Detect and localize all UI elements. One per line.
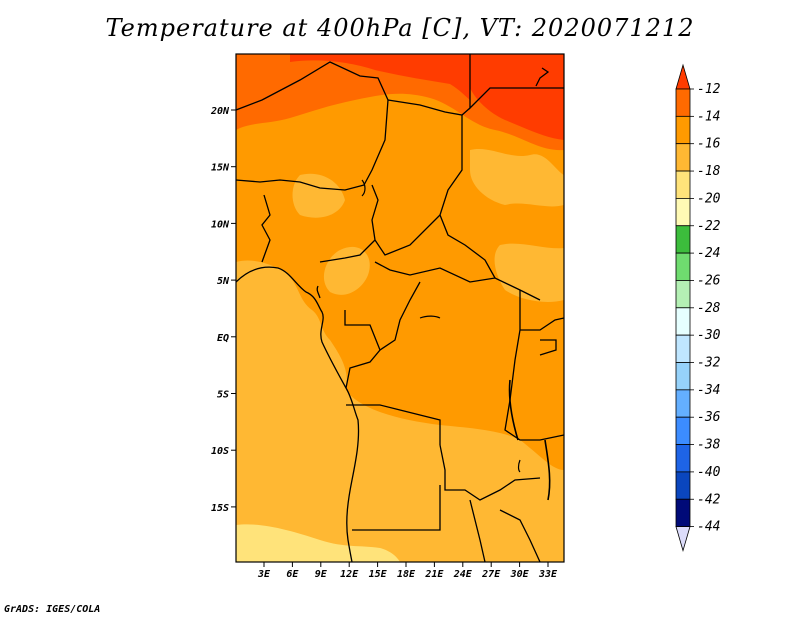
colorbar-label: -40 [697,465,721,480]
lon-label: 12E [340,569,359,580]
lat-label: 5N [217,276,230,287]
colorbar-label: -24 [697,246,720,261]
temperature-field [236,54,564,562]
colorbar-box [675,170,691,199]
lakes [361,179,551,501]
latitude-axis: 20N 15N 10N 5N EQ 5S 10S 15S [210,106,236,514]
colorbar-label: -18 [697,164,721,179]
colorbar-label: -38 [697,438,721,453]
colorbar-box [675,143,691,172]
colorbar-box [675,252,691,281]
band-16-18-east [494,243,564,302]
colorbar-box [675,471,691,500]
colorbar-box [675,362,691,391]
colorbar-box [675,498,691,528]
lon-label: 18E [397,569,416,580]
longitude-axis: 3E 6E 9E 12E 15E 18E 21E 24E 27E 30E 33E [257,562,558,580]
colorbar-box [675,280,691,309]
lat-label: 15N [211,163,230,174]
country-borders [236,54,564,562]
colorbar-label: -44 [697,520,720,535]
colorbar-bottom-arrow [675,526,691,553]
lon-label: 6E [286,569,299,580]
colorbar-label: -28 [697,301,721,316]
lat-label: 5S [217,390,229,401]
colorbar-label: -12 [697,82,721,97]
colorbar-label: -42 [697,492,721,507]
lon-label: 21E [424,569,444,580]
lon-label: 33E [538,569,558,580]
colorbar-label: -36 [697,410,721,425]
colorbar-label: -14 [697,109,720,124]
lon-label: 15E [369,569,388,580]
band-16-18-west [236,260,564,562]
lon-label: 30E [510,569,530,580]
colorbar-box [675,197,691,227]
colorbar-box [675,88,691,117]
band-16-18-central [323,246,370,295]
colorbar-box [675,115,691,145]
lon-label: 9E [315,569,328,580]
lat-label: 10N [211,219,230,230]
colorbar-box [675,416,691,445]
colorbar-label: -22 [697,219,721,234]
credit-text: GrADS: IGES/COLA [4,604,101,615]
band-above-12-north [290,54,470,100]
lon-label: 3E [257,569,271,580]
colorbar-box [675,225,691,254]
map-title: Temperature at 400hPa [C], VT: 202007121… [105,14,695,42]
colorbar-box [675,389,691,418]
colorbar-box [675,444,691,473]
colorbar-label: -20 [697,191,721,206]
colorbar-label: -16 [697,137,721,152]
colorbar-label: -30 [697,328,721,343]
lat-label: 15S [211,503,229,514]
lon-label: 27E [481,569,501,580]
band-16-18-north [292,173,345,218]
band-16-18-northeast [470,148,564,207]
colorbar-top-arrow [675,63,691,90]
colorbar-label: -26 [697,273,721,288]
colorbar-box [675,307,691,336]
colorbar: -12 -14 -16 -18 -20 -22 -24 -26 -28 -30 -32 -34 -36 -… [675,63,721,553]
lat-label: 10S [211,446,229,457]
band-18-20-south [236,524,400,562]
lat-label: 20N [210,106,230,117]
lon-label: 24E [453,569,473,580]
colorbar-label: -32 [697,356,721,371]
colorbar-label: -34 [697,383,720,398]
map-frame [235,53,565,563]
band-above-12-northeast [470,54,564,140]
lat-label: EQ [217,333,229,344]
colorbar-box [675,334,691,363]
